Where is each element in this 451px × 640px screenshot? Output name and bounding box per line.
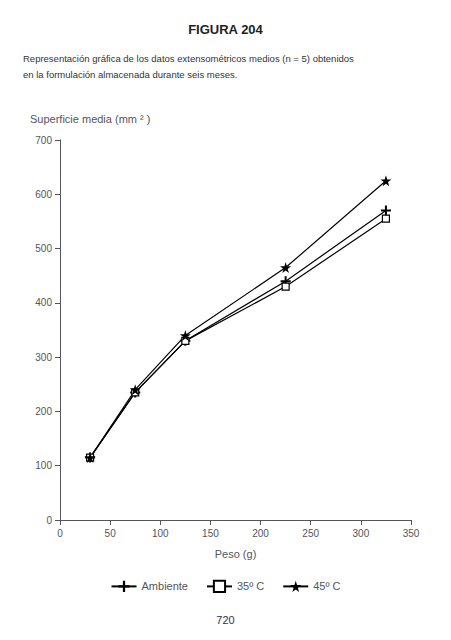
svg-text:700: 700: [35, 135, 52, 146]
svg-text:Ambiente: Ambiente: [142, 580, 188, 592]
svg-text:600: 600: [35, 189, 52, 200]
svg-text:720: 720: [216, 614, 234, 626]
svg-text:100: 100: [35, 460, 52, 471]
svg-text:100: 100: [152, 528, 169, 539]
svg-text:200: 200: [252, 528, 269, 539]
svg-text:35º C: 35º C: [237, 580, 264, 592]
svg-text:50: 50: [105, 528, 117, 539]
svg-text:0: 0: [57, 528, 63, 539]
svg-text:Peso (g): Peso (g): [215, 548, 257, 560]
svg-text:0: 0: [46, 515, 52, 526]
svg-text:300: 300: [35, 352, 52, 363]
svg-text:500: 500: [35, 243, 52, 254]
svg-text:250: 250: [302, 528, 319, 539]
svg-text:300: 300: [353, 528, 370, 539]
svg-text:400: 400: [35, 297, 52, 308]
svg-text:Representación gráfica de los: Representación gráfica de los datos exte…: [23, 53, 354, 64]
svg-text:150: 150: [202, 528, 219, 539]
svg-text:FIGURA 204: FIGURA 204: [188, 22, 263, 37]
svg-text:45º C: 45º C: [313, 580, 340, 592]
svg-text:en la formulación almacenada d: en la formulación almacenada durante sei…: [23, 69, 237, 80]
svg-text:200: 200: [35, 406, 52, 417]
svg-text:Superficie media (mm ² ): Superficie media (mm ² ): [30, 113, 150, 125]
svg-text:350: 350: [403, 528, 420, 539]
